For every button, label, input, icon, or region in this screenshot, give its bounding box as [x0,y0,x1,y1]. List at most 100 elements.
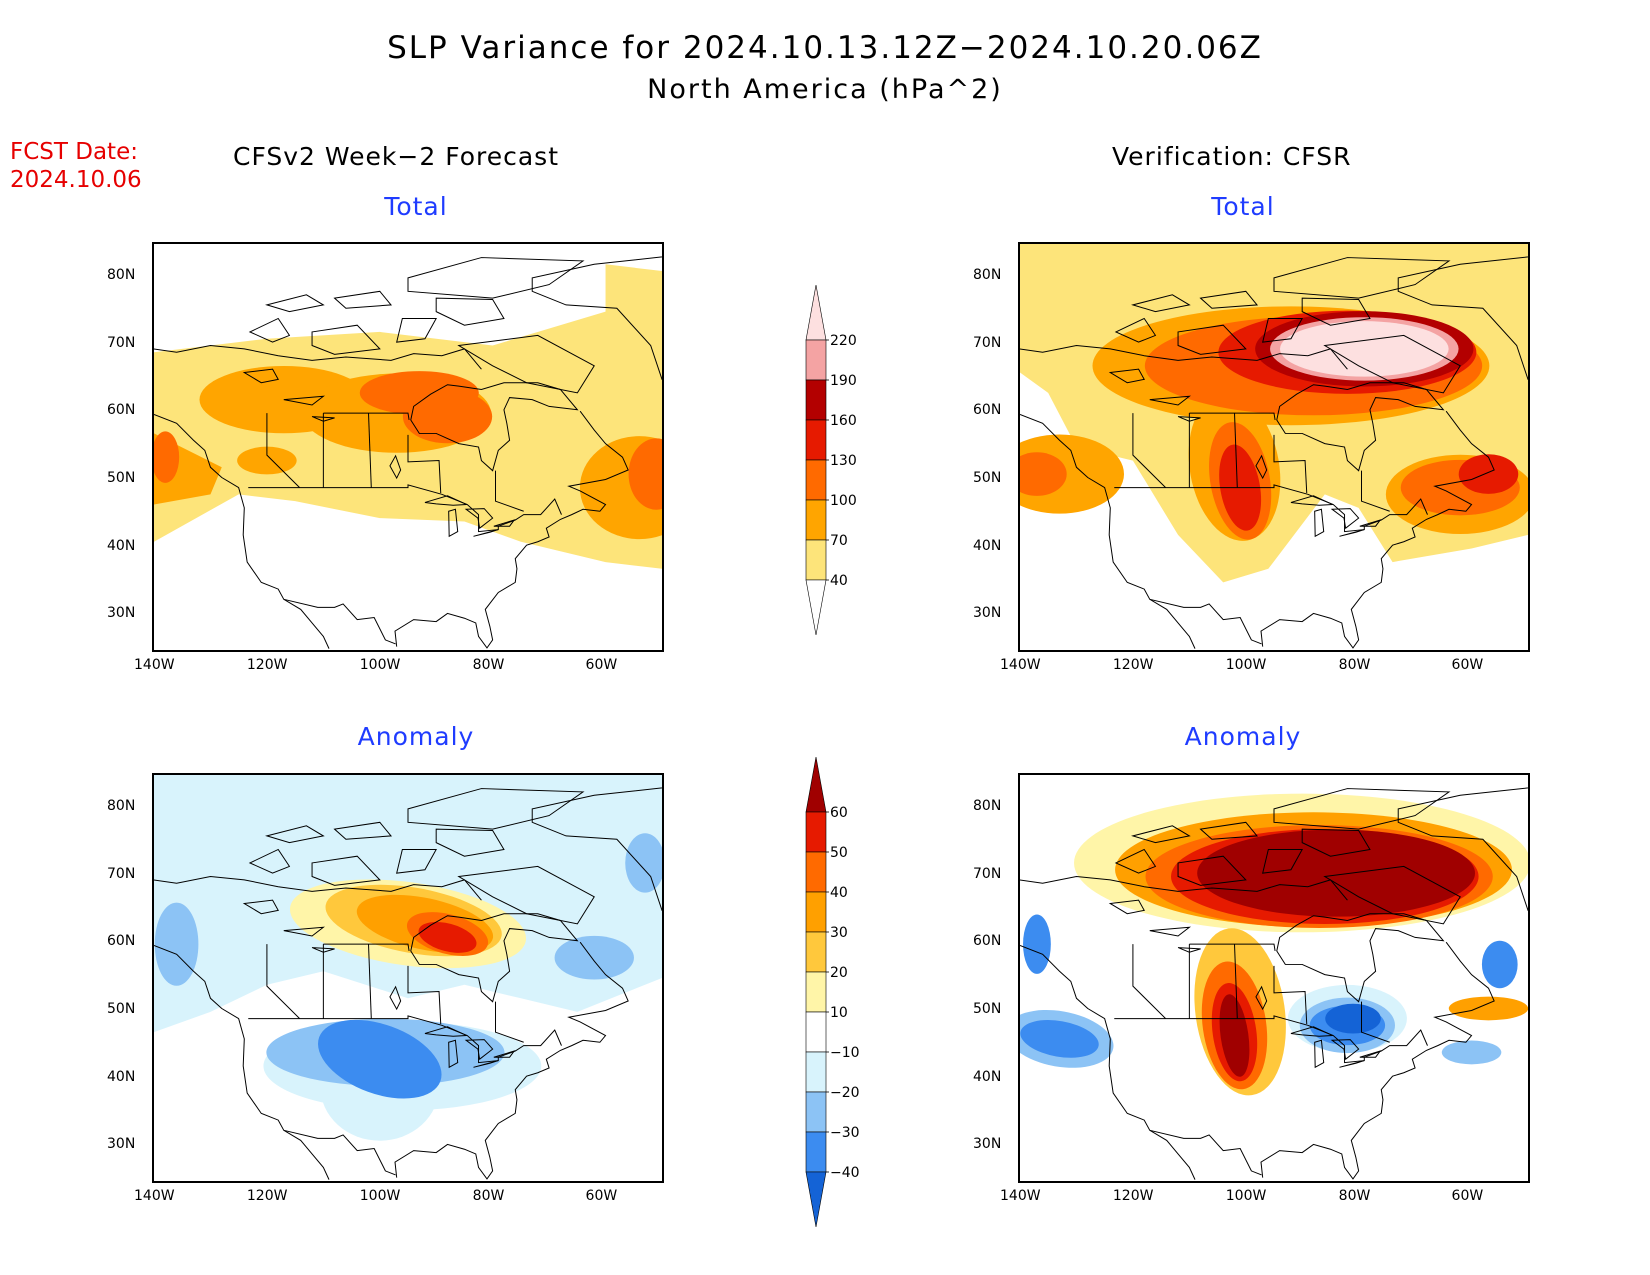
contour-region [1020,452,1067,496]
east-coast [394,410,629,649]
lat-tick-label: 60N [973,402,1002,419]
colorbar-label: 40 [830,573,848,589]
arctic-island [1262,848,1304,874]
great-lake [1359,1050,1382,1058]
coastlines [1020,787,1528,1180]
verification-column-title: Verification: CFSR [1112,142,1352,171]
political-border [266,413,301,488]
arctic-island [1131,825,1191,844]
contour-region [628,438,662,510]
verification-total-title: Total [1211,192,1275,221]
colorbar-swatch [805,579,827,636]
arctic-island [1177,324,1247,355]
lat-tick-label: 60N [107,933,136,950]
colorbar-label: −20 [830,1085,860,1101]
arctic-island [1273,788,1451,830]
arctic-island [311,324,381,355]
lat-tick-label: 40N [107,1068,136,1085]
colorbar-swatch [805,811,827,853]
lat-tick-label: 30N [973,605,1002,622]
map-svg [154,775,662,1180]
arctic-island [1114,848,1157,874]
lake [242,899,279,915]
colorbar-label: 40 [830,885,848,901]
political-border [368,944,372,1019]
colorbar-label: 70 [830,533,848,549]
great-lake [1314,1039,1325,1069]
lon-tick-label: 120W [246,1188,288,1204]
lon-tick-label: 80W [1338,657,1371,673]
contour-region [1458,454,1519,494]
lat-tick-label: 50N [107,469,136,486]
great-lake [473,529,499,537]
arctic-island [1114,317,1157,343]
great-lake [448,508,459,538]
colorbar-swatch [805,499,827,541]
political-border [1189,412,1276,421]
total-colorbar: 40 70 100 130 160 190 220 [800,284,920,649]
lat-tick-label: 60N [973,933,1002,950]
colorbar-swatch [805,1091,827,1133]
political-border [1234,413,1238,488]
contour-region [318,1019,442,1099]
colorbar-label: 30 [830,925,848,941]
verification-anomaly-map [1018,773,1530,1183]
lon-tick-label: 100W [359,1188,401,1204]
political-border [323,943,410,952]
colorbar-label: −40 [830,1165,860,1181]
political-border [1234,944,1238,1019]
colorbar-label: −10 [830,1045,860,1061]
colorbar-swatch [805,1131,827,1173]
lake-winnipeg [1255,454,1268,480]
arctic-island [1273,257,1451,299]
great-lake [1339,1060,1365,1068]
lake [242,368,279,384]
lon-tick-label: 120W [246,657,288,673]
lat-tick-label: 80N [973,797,1002,814]
great-lake [1330,508,1360,530]
political-border [368,413,372,488]
arctic-island [457,334,595,394]
great-lake [1339,529,1365,537]
arctic-island [1323,865,1461,925]
arctic-island [407,788,585,830]
lat-tick-label: 80N [973,266,1002,283]
great-lake [493,1050,516,1058]
arctic-island [311,855,381,886]
arctic-island [407,257,585,299]
lat-tick-label: 80N [107,266,136,283]
hudson-bay [1276,913,1445,1003]
west-coast [154,945,330,1180]
hudson-bay [410,913,579,1003]
greenland [531,787,662,912]
east-coast [394,941,629,1180]
greenland [531,256,662,381]
colorbar-swatch [805,891,827,933]
arctic-island [396,848,438,874]
contour-region [625,833,662,893]
map-svg [1020,787,1528,1180]
lat-tick-label: 60N [107,402,136,419]
great-lake [1330,1039,1360,1061]
map-svg [1020,244,1528,649]
political-border [283,598,396,645]
colorbar-label: 20 [830,965,848,981]
forecast-column-title: CFSv2 Week−2 Forecast [233,142,559,171]
lat-tick-label: 80N [107,797,136,814]
lake [1149,926,1192,937]
colorbar-swatch [805,339,827,381]
verification-total-map [1018,242,1530,652]
arctic-island [333,290,393,309]
political-border [407,434,442,494]
great-lake [1290,1026,1333,1037]
arctic-island [265,825,325,844]
political-border [1132,944,1167,1019]
lake [1149,395,1192,406]
political-border [323,412,410,421]
lon-tick-label: 60W [1451,657,1484,673]
contour-region [1023,914,1051,974]
lake-winnipeg [389,454,402,480]
arctic-island [248,317,291,343]
great-lake [464,508,494,530]
arctic-island [248,848,291,874]
